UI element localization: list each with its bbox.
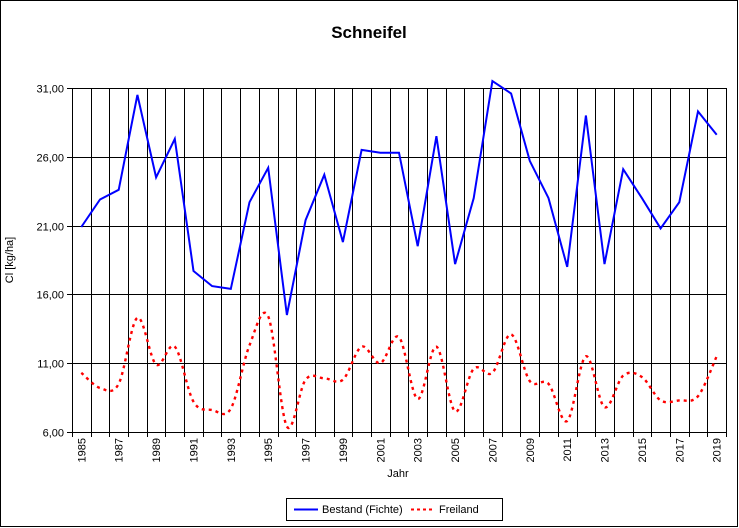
x-axis-label: Jahr — [387, 468, 409, 480]
legend: Bestand (Fichte) Freiland — [286, 498, 503, 521]
x-tick-label: 1991 — [188, 438, 200, 462]
legend-box — [286, 498, 503, 521]
y-axis-label: Cl [kg/ha] — [4, 237, 16, 283]
y-tick-label: 6,00 — [43, 428, 64, 440]
x-tick-label: 2005 — [450, 438, 462, 462]
x-tick-label: 2019 — [712, 438, 724, 462]
x-tick-label: 2011 — [562, 438, 574, 462]
x-tick-label: 2007 — [487, 438, 499, 462]
legend-entry-bestand: Bestand (Fichte) — [294, 504, 403, 516]
legend-label: Bestand (Fichte) — [322, 504, 403, 516]
x-tick-label: 2003 — [413, 438, 425, 462]
series-line-freiland — [80, 311, 718, 430]
x-tick-label: 1985 — [76, 438, 88, 462]
x-tick-label: 1989 — [151, 438, 163, 462]
series-line-bestand — [80, 79, 718, 316]
x-tick-label: 1999 — [338, 438, 350, 462]
x-tick-label: 1997 — [301, 438, 313, 462]
x-tick-label: 2009 — [525, 438, 537, 462]
legend-entry-freiland: Freiland — [411, 504, 479, 516]
y-axis: 6,00 11,00 16,00 21,00 26,00 31,00 — [36, 84, 72, 440]
x-tick-label: 2013 — [600, 438, 612, 462]
y-tick-label: 16,00 — [36, 290, 64, 302]
x-tick-label: 2017 — [674, 438, 686, 462]
x-tick-label: 1993 — [226, 438, 238, 462]
plot-area — [72, 88, 726, 432]
y-tick-label: 21,00 — [36, 222, 64, 234]
x-tick-label: 1995 — [263, 438, 275, 462]
x-tick-label: 1987 — [114, 438, 126, 462]
x-axis: 1985 1987 1989 1991 1993 1995 1997 1999 2001 2003… — [72, 432, 727, 462]
y-tick-label: 26,00 — [36, 153, 64, 165]
series-group — [80, 79, 718, 430]
legend-label: Freiland — [439, 504, 479, 516]
y-tick-label: 31,00 — [36, 84, 64, 96]
chart-title: Schneifel — [331, 23, 407, 42]
x-tick-label: 2001 — [375, 438, 387, 462]
x-tick-label: 2015 — [637, 438, 649, 462]
y-tick-label: 11,00 — [37, 359, 64, 371]
